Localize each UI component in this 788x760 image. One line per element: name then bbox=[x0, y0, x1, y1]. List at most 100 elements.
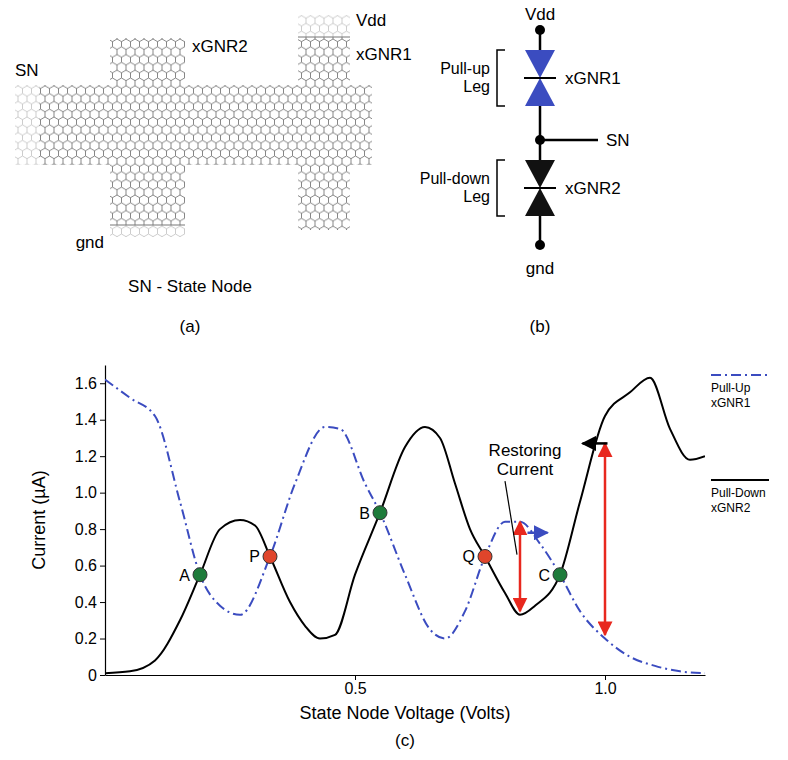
chart-texts: A P B Q C RestoringCurrent bbox=[179, 441, 561, 584]
layout-caption: SN - State Node bbox=[128, 277, 252, 296]
layout-label: xGNR1 bbox=[356, 45, 412, 64]
y-tick: 0 bbox=[88, 667, 105, 684]
label-line: Pull-down bbox=[420, 170, 490, 187]
point-label: B bbox=[359, 505, 370, 522]
y-tick-label: 0.4 bbox=[75, 594, 97, 611]
x-axis-title: State Node Voltage (Volts) bbox=[299, 703, 510, 723]
graphene-ribbon bbox=[298, 15, 350, 37]
graphene-ribbon bbox=[110, 38, 185, 235]
panel-a: SNxGNR2xGNR1VddgndSN - State Node(a) bbox=[15, 11, 412, 336]
point-label: A bbox=[179, 567, 190, 584]
schematic-label: xGNR1 bbox=[565, 69, 621, 88]
y-tick-mark bbox=[100, 602, 105, 603]
y-axis-title: Current (µA) bbox=[29, 470, 49, 569]
schematic-label: Vdd bbox=[525, 5, 555, 24]
point bbox=[263, 549, 277, 563]
restoring-arrow bbox=[604, 443, 607, 634]
point-label: Q bbox=[463, 548, 475, 565]
y-tick-mark bbox=[100, 529, 105, 530]
schematic-label: gnd bbox=[526, 259, 554, 278]
label-line: Pull-Down bbox=[711, 486, 766, 500]
y-tick: 0.4 bbox=[75, 594, 105, 611]
label-line: Pull-up bbox=[440, 60, 490, 77]
y-tick-mark bbox=[100, 639, 105, 640]
legend-swatch bbox=[711, 479, 769, 481]
series-line bbox=[105, 380, 705, 674]
point-label: C bbox=[538, 567, 550, 584]
wire bbox=[540, 139, 598, 142]
y-tick: 1.4 bbox=[75, 411, 105, 428]
y-tick-label: 0.2 bbox=[75, 630, 97, 647]
y-tick-label: 1.0 bbox=[75, 484, 97, 501]
label-line: xGNR1 bbox=[711, 396, 751, 410]
node-dot bbox=[535, 135, 545, 145]
schematic-label: SN bbox=[606, 131, 630, 150]
panel-letter: (b) bbox=[530, 317, 551, 336]
panel-c: 0 0.2 0.4 0.6 0.8 1.0 1.2 1.4 1.6 0.5 1.0 Current (… bbox=[29, 366, 769, 751]
diode bbox=[525, 78, 555, 106]
label-line: Pull-Up bbox=[711, 381, 751, 395]
x-axis: 0.5 1.0 bbox=[106, 675, 706, 697]
y-tick-mark bbox=[100, 675, 105, 676]
legend-entry: Pull-UpxGNR1 bbox=[711, 381, 751, 410]
graphene-ribbon bbox=[298, 15, 350, 230]
graphene-ribbon bbox=[298, 15, 350, 37]
y-tick-label: 1.6 bbox=[75, 375, 97, 392]
point bbox=[478, 549, 492, 563]
restoring-arrow bbox=[519, 522, 522, 611]
schematic-label: xGNR2 bbox=[565, 179, 621, 198]
y-tick-label: 0 bbox=[88, 667, 97, 684]
leg-label: Pull-downLeg bbox=[420, 170, 490, 205]
contact-edge bbox=[298, 37, 350, 38]
legend: Pull-UpxGNR1 Pull-DownxGNR2 bbox=[711, 375, 769, 515]
layout-label: xGNR2 bbox=[192, 37, 248, 56]
annotation: RestoringCurrent bbox=[489, 441, 562, 479]
leader-line bbox=[505, 481, 517, 554]
bracket bbox=[497, 160, 505, 216]
label-line: Current bbox=[497, 460, 554, 479]
x-axis-line bbox=[106, 675, 706, 676]
graphene-ribbon bbox=[110, 38, 185, 235]
y-tick: 0.6 bbox=[75, 557, 105, 574]
x-tick-mark bbox=[605, 675, 606, 680]
direction-arrow bbox=[528, 532, 548, 535]
plot-area bbox=[105, 378, 705, 673]
label-line: xGNR2 bbox=[711, 501, 751, 515]
point bbox=[553, 568, 567, 582]
diode bbox=[525, 160, 555, 188]
point bbox=[373, 506, 387, 520]
diode-bar bbox=[524, 187, 556, 189]
point bbox=[193, 568, 207, 582]
legend-swatch bbox=[711, 374, 769, 376]
x-tick-label: 0.5 bbox=[344, 680, 366, 697]
y-axis-line bbox=[105, 366, 106, 676]
y-tick-label: 0.6 bbox=[75, 557, 97, 574]
figure: SN xGNR2 xGNR1 Vdd gnd SN - State Node (a) Vdd x… bbox=[0, 0, 788, 760]
y-tick-label: 1.4 bbox=[75, 411, 97, 428]
y-tick: 1.2 bbox=[75, 448, 105, 465]
series-line bbox=[105, 378, 705, 673]
y-tick-mark bbox=[100, 420, 105, 421]
x-tick: 0.5 bbox=[344, 675, 366, 697]
legend-entry: Pull-DownxGNR2 bbox=[711, 486, 766, 515]
panel-b: Vdd xGNR1 SN xGNR2 gnd Pull-up LegPull-downLeg… bbox=[420, 5, 630, 336]
x-tick-mark bbox=[355, 675, 356, 680]
panel-letter: (c) bbox=[395, 731, 415, 750]
y-tick-mark bbox=[100, 456, 105, 457]
x-tick-label: 1.0 bbox=[594, 680, 616, 697]
diode bbox=[525, 188, 555, 216]
layout-label: SN bbox=[15, 61, 39, 80]
direction-arrow bbox=[583, 442, 608, 445]
label-line: Leg bbox=[463, 188, 490, 205]
point-label: P bbox=[249, 548, 260, 565]
y-tick: 1.6 bbox=[75, 375, 105, 392]
panel-letter: (a) bbox=[180, 317, 201, 336]
graphene-ribbon bbox=[298, 15, 350, 230]
y-tick-mark bbox=[100, 566, 105, 567]
x-tick: 1.0 bbox=[594, 675, 616, 697]
y-tick: 0.8 bbox=[75, 521, 105, 538]
node-dot bbox=[535, 25, 545, 35]
y-tick: 1.0 bbox=[75, 484, 105, 501]
diode bbox=[525, 50, 555, 78]
wire bbox=[539, 106, 542, 160]
